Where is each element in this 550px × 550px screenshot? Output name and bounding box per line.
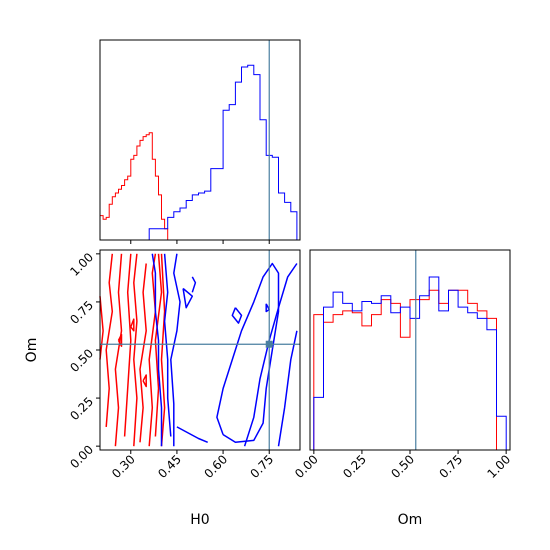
panel-hist-om: 0.00 0.25 0.50 0.75 1.00 Om — [292, 249, 514, 528]
contour-1-path-7 — [243, 263, 298, 447]
h0-x-ticklabel-0: 0.30 — [109, 452, 138, 481]
om-x-ticklabel-2: 0.50 — [388, 452, 417, 481]
om-y-ticklabel-4: 1.00 — [67, 250, 96, 279]
contour-0-path-0 — [99, 296, 104, 360]
frame-hist-om — [309, 249, 511, 451]
om-y-ticklabel-2: 0.50 — [67, 346, 96, 375]
om-x-ticklabel-4: 1.00 — [485, 452, 514, 481]
h0-x-ticklabel-1: 0.45 — [155, 452, 184, 481]
contour-0-path-9 — [117, 333, 123, 347]
contour-1-path-10 — [265, 303, 270, 313]
contour-0-path-11 — [142, 374, 147, 388]
hist-om-series-0 — [313, 289, 507, 451]
frame-hist-h0 — [99, 39, 301, 241]
ylabel-om: Om — [24, 338, 40, 363]
contour-1-path-5 — [191, 276, 197, 293]
contour-0-path-10 — [130, 318, 135, 332]
contour-0-path-2 — [114, 253, 123, 447]
contour-0-path-6 — [148, 253, 157, 447]
h0-x-ticklabel-3: 0.75 — [248, 452, 277, 481]
contour-0-path-5 — [139, 263, 147, 443]
om-x-ticklabel-0: 0.00 — [292, 452, 321, 481]
contour-1-path-8 — [277, 330, 298, 447]
h0-x-ticklabel-2: 0.60 — [201, 452, 230, 481]
contour-0-path-4 — [133, 253, 138, 447]
panel-hist-h0 — [99, 39, 301, 244]
om-y-ticklabel-0: 0.00 — [67, 442, 96, 471]
contour-1-path-3 — [176, 426, 208, 443]
contour-0-path-8 — [160, 253, 166, 447]
om-x-ticklabel-1: 0.25 — [340, 452, 369, 481]
hist-h0-series-1 — [100, 64, 300, 241]
panel-2d-contour: 0.30 0.45 0.60 0.75 0.00 0.25 0.50 0.75 1.00 H0… — [24, 249, 301, 528]
truth-marker — [265, 340, 273, 348]
om-y-ticklabel-3: 0.75 — [67, 298, 96, 327]
contour-0-path-1 — [105, 253, 114, 427]
contour-1-path-1 — [163, 253, 172, 437]
contour-0-path-7 — [154, 253, 163, 437]
contour-1-path-0 — [151, 253, 163, 447]
contour-1-path-4 — [182, 287, 194, 309]
hist-om-series-1 — [313, 276, 507, 450]
contour-1-path-2 — [170, 253, 181, 447]
contour-1-path-9 — [231, 307, 243, 324]
om-y-ticklabel-1: 0.25 — [67, 394, 96, 423]
hist-h0-series-0 — [99, 132, 171, 241]
om-x-ticklabel-3: 0.75 — [436, 452, 465, 481]
xlabel-om: Om — [398, 512, 423, 528]
contour-1-path-6 — [216, 262, 280, 444]
xlabel-h0: H0 — [190, 512, 209, 528]
contour-0-path-3 — [123, 253, 132, 437]
